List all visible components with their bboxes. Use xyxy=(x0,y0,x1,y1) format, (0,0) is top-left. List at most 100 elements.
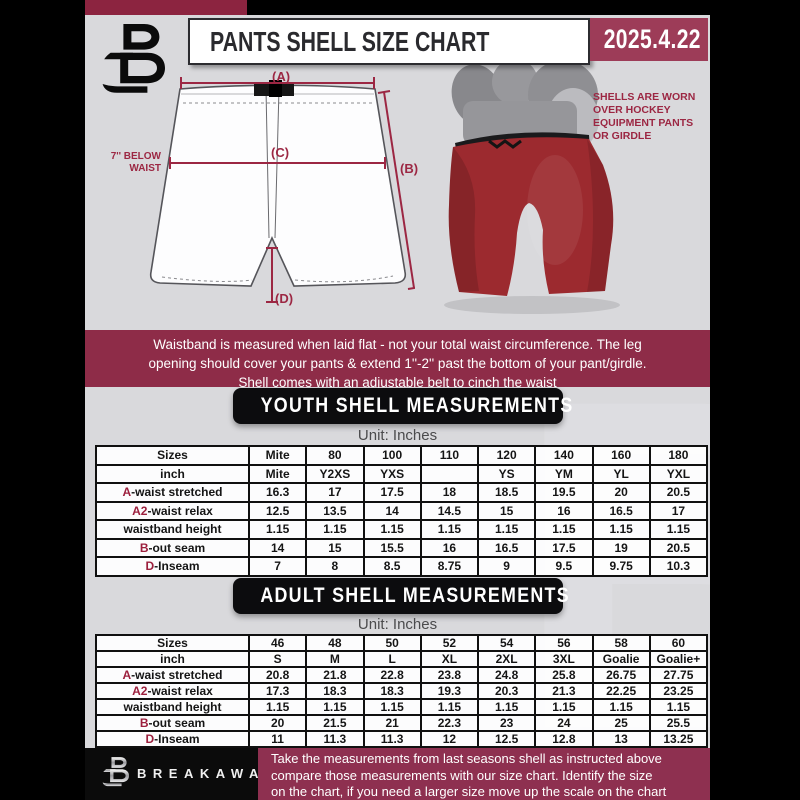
row-label-text: -waist relax xyxy=(147,684,213,698)
row-label: D-Inseam xyxy=(97,558,248,575)
footer-instructions: Take the measurements from last seasons … xyxy=(258,748,710,800)
table-row: Sizes Mite 80 100 110 120 140 160 180 xyxy=(97,447,706,464)
table-cell xyxy=(419,465,477,482)
table-cell: 50 xyxy=(362,636,420,650)
table-row: inch S M L XL 2XL 3XL Goalie Goalie+ xyxy=(97,650,706,666)
table-cell: 12.5 xyxy=(248,502,306,519)
footer-line: on the chart, if you need a larger size … xyxy=(271,784,667,799)
table-cell: 20 xyxy=(248,716,306,730)
table-cell: 8 xyxy=(305,558,363,575)
table-cell: 18.5 xyxy=(477,484,535,501)
table-cell: Goalie+ xyxy=(648,652,706,666)
table-cell: 8.5 xyxy=(362,558,420,575)
top-accent-strip xyxy=(85,0,247,15)
info-line: Waistband is measured when laid flat - n… xyxy=(153,337,642,352)
table-cell: 12.8 xyxy=(534,732,592,746)
table-cell: 12.5 xyxy=(477,732,535,746)
table-cell: 1.15 xyxy=(591,700,649,714)
table-row: D-Inseam 11 11.3 11.3 12 12.5 12.8 13 13.25 xyxy=(97,730,706,746)
row-label-text: -out seam xyxy=(148,716,206,730)
footer-line: compare those measurements with our size… xyxy=(271,767,653,783)
row-label-text: Sizes xyxy=(157,636,188,650)
table-cell: 20.5 xyxy=(648,539,706,556)
info-line: opening should cover your pants & extend… xyxy=(148,356,647,371)
row-label: waistband height xyxy=(97,521,248,538)
table-cell: 17.5 xyxy=(534,539,592,556)
row-label-prefix: D xyxy=(145,732,155,746)
hockey-shell-photo xyxy=(444,59,620,314)
table-cell: 48 xyxy=(305,636,363,650)
table-cell: 7 xyxy=(248,558,306,575)
row-label: Sizes xyxy=(97,447,248,464)
row-label-prefix: A2 xyxy=(132,684,148,698)
table-cell: 22.8 xyxy=(362,668,420,682)
measure-label-a: (A) xyxy=(272,69,291,84)
adult-section-banner: ADULT SHELL MEASUREMENTS xyxy=(232,578,568,614)
table-cell: 60 xyxy=(648,636,706,650)
row-label-prefix: A2 xyxy=(132,503,148,518)
table-cell: 3XL xyxy=(534,652,592,666)
table-cell: YL xyxy=(591,465,649,482)
table-cell: 13.25 xyxy=(648,732,706,746)
table-cell: 27.75 xyxy=(648,668,706,682)
table-cell: 1.15 xyxy=(305,700,363,714)
row-label-text: -Inseam xyxy=(154,559,200,573)
table-cell: 10.3 xyxy=(648,558,706,575)
table-cell: 20.5 xyxy=(648,484,706,501)
table-cell: YXS xyxy=(362,465,420,482)
row-label: inch xyxy=(97,465,248,482)
row-label-prefix: A xyxy=(122,668,132,682)
table-cell: 25 xyxy=(591,716,649,730)
table-cell: 23.8 xyxy=(419,668,477,682)
table-cell: 1.15 xyxy=(305,521,363,538)
table-cell: 180 xyxy=(648,447,706,464)
measure-label-b: (B) xyxy=(400,161,419,176)
row-label-prefix: B xyxy=(139,716,149,730)
table-cell: 1.15 xyxy=(419,700,477,714)
table-cell: Mite xyxy=(248,465,306,482)
row-label: A2-waist relax xyxy=(97,684,248,698)
table-cell: 9 xyxy=(477,558,535,575)
table-cell: 1.15 xyxy=(477,521,535,538)
table-cell: 14 xyxy=(362,502,420,519)
row-label-text: Sizes xyxy=(157,448,188,462)
table-cell: 20.3 xyxy=(477,684,535,698)
table-cell: 11.3 xyxy=(305,732,363,746)
table-cell: 2XL xyxy=(477,652,535,666)
footer-brand-block: BREAKAWAY xyxy=(85,748,272,800)
table-cell: 120 xyxy=(477,447,535,464)
table-cell: Goalie xyxy=(591,652,649,666)
row-label-prefix: D xyxy=(145,559,155,573)
table-cell: 19.3 xyxy=(419,684,477,698)
youth-unit-label: Unit: Inches xyxy=(357,427,438,444)
table-cell: 1.15 xyxy=(534,521,592,538)
document-body: B PANTS SHELL SIZE CHART 2025.4.22 xyxy=(85,15,710,800)
table-cell: 23.25 xyxy=(648,684,706,698)
table-cell: 1.15 xyxy=(477,700,535,714)
row-label-text: waistband height xyxy=(123,522,222,536)
table-cell: 56 xyxy=(534,636,592,650)
table-cell: 16 xyxy=(419,539,477,556)
table-cell: 24 xyxy=(534,716,592,730)
table-cell: YM xyxy=(534,465,592,482)
page-title: PANTS SHELL SIZE CHART xyxy=(210,26,490,57)
table-cell: 160 xyxy=(591,447,649,464)
table-cell: M xyxy=(305,652,363,666)
table-cell: 20.8 xyxy=(248,668,306,682)
table-cell: 54 xyxy=(477,636,535,650)
table-cell: 16 xyxy=(534,502,592,519)
table-cell: 19.5 xyxy=(534,484,592,501)
table-row: A2-waist relax 12.5 13.5 14 14.5 15 16 16.5 17 xyxy=(97,500,706,519)
row-label: A2-waist relax xyxy=(97,502,248,519)
row-label: B-out seam xyxy=(97,539,248,556)
info-line: Shell comes with an adjustable belt to c… xyxy=(238,375,557,390)
table-cell: 14.5 xyxy=(419,502,477,519)
table-cell: 1.15 xyxy=(591,521,649,538)
row-label-prefix: A xyxy=(122,485,132,499)
row-label-prefix: B xyxy=(139,540,149,555)
date-badge: 2025.4.22 xyxy=(590,18,708,61)
row-label-text: -Inseam xyxy=(154,732,200,746)
row-label-text: -waist stretched xyxy=(131,485,223,499)
table-row: waistband height 1.15 1.15 1.15 1.15 1.15 1.15… xyxy=(97,698,706,714)
table-cell: 16.5 xyxy=(591,502,649,519)
